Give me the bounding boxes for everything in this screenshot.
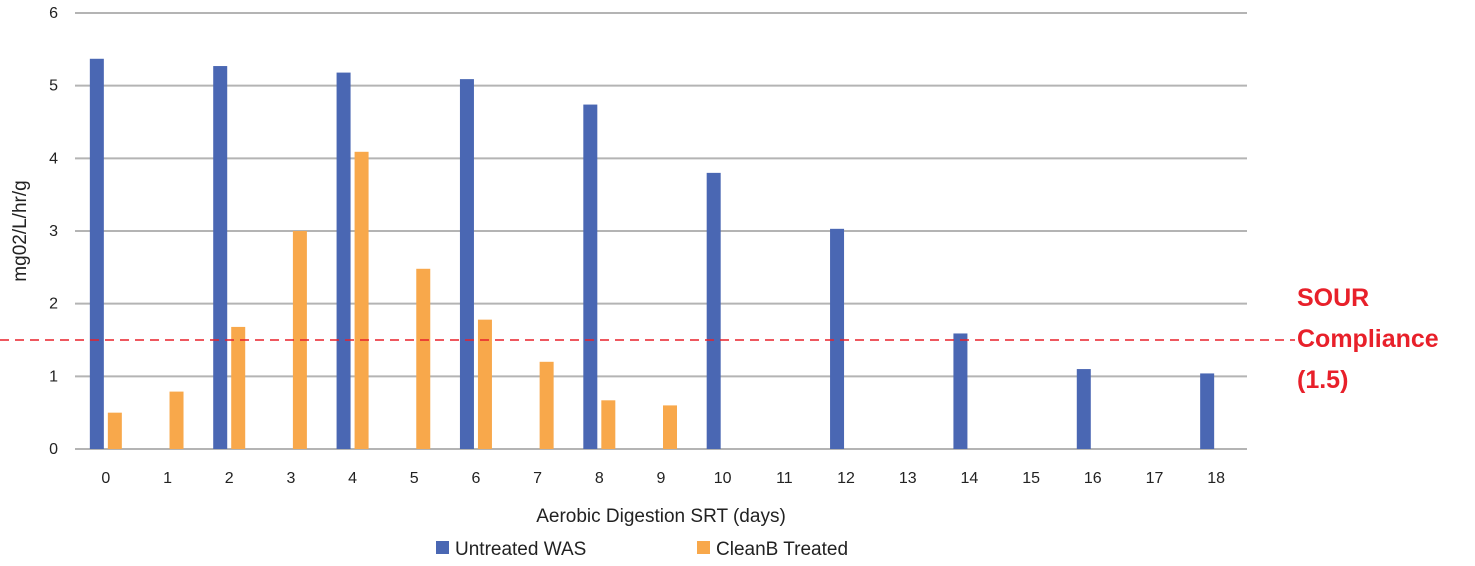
legend-label: Untreated WAS (455, 539, 586, 560)
annotation-line: (1.5) (1297, 366, 1348, 394)
x-tick-label: 18 (1207, 470, 1225, 487)
cleanb-treated-bar (477, 319, 492, 449)
y-tick-label: 5 (49, 78, 58, 95)
gridlines (75, 12, 1247, 450)
untreated-was-bar (706, 172, 721, 449)
x-axis-title: Aerobic Digestion SRT (days) (536, 506, 786, 527)
y-tick-label: 0 (49, 441, 58, 458)
cleanb-treated-bar (416, 268, 431, 449)
cleanb-treated-bar (601, 400, 616, 449)
cleanb-treated-bar (354, 151, 369, 449)
x-tick-label: 17 (1146, 470, 1164, 487)
y-axis-title: mg02/L/hr/g (10, 180, 31, 281)
x-tick-label: 1 (163, 470, 172, 487)
x-tick-label: 13 (899, 470, 917, 487)
x-tick-label: 11 (776, 470, 793, 487)
untreated-was-bar (459, 79, 474, 450)
untreated-was-bar (213, 66, 228, 450)
bars (89, 58, 1215, 450)
x-tick-label: 14 (961, 470, 979, 487)
x-tick-label: 0 (101, 470, 110, 487)
x-tick-label: 7 (533, 470, 542, 487)
y-tick-label: 4 (49, 150, 58, 167)
untreated-was-bar (830, 228, 845, 449)
legend-swatch (436, 541, 449, 554)
annotation-line: SOUR (1297, 284, 1369, 312)
y-axis-ticks: 0 1 2 3 4 5 6 (49, 5, 58, 458)
untreated-was-bar (953, 333, 968, 449)
x-tick-label: 2 (225, 470, 234, 487)
y-tick-label: 3 (49, 223, 58, 240)
legend-swatch (697, 541, 710, 554)
untreated-was-bar (1076, 369, 1091, 449)
cleanb-treated-bar (169, 391, 184, 449)
cleanb-treated-bar (107, 412, 122, 449)
x-tick-label: 3 (286, 470, 295, 487)
y-tick-label: 2 (49, 296, 58, 313)
untreated-was-bar (583, 104, 598, 449)
y-tick-label: 1 (49, 368, 58, 385)
untreated-was-bar (336, 72, 351, 449)
cleanb-treated-bar (663, 405, 677, 449)
annotation-line: Compliance (1297, 325, 1439, 353)
x-tick-label: 6 (471, 470, 480, 487)
x-axis-ticks: 0 1 2 3 4 5 6 7 8 9 10 11 12 13 14 15 16 17 18 (101, 470, 1225, 487)
x-tick-label: 4 (348, 470, 357, 487)
x-tick-label: 12 (837, 470, 855, 487)
untreated-was-bar (89, 58, 104, 449)
legend-label: CleanB Treated (716, 539, 848, 560)
legend: Untreated WAS CleanB Treated (436, 539, 848, 560)
y-tick-label: 6 (49, 5, 58, 22)
cleanb-treated-bar (539, 361, 554, 449)
untreated-was-bar (1200, 373, 1215, 449)
x-tick-label: 10 (714, 470, 732, 487)
x-tick-label: 15 (1022, 470, 1040, 487)
x-tick-label: 8 (595, 470, 604, 487)
x-tick-label: 5 (410, 470, 419, 487)
sour-compliance-annotation: SOUR Compliance (1.5) (1297, 284, 1439, 394)
x-tick-label: 16 (1084, 470, 1102, 487)
x-tick-label: 9 (657, 470, 666, 487)
cleanb-treated-bar (292, 231, 307, 449)
cleanb-treated-bar (231, 326, 246, 449)
